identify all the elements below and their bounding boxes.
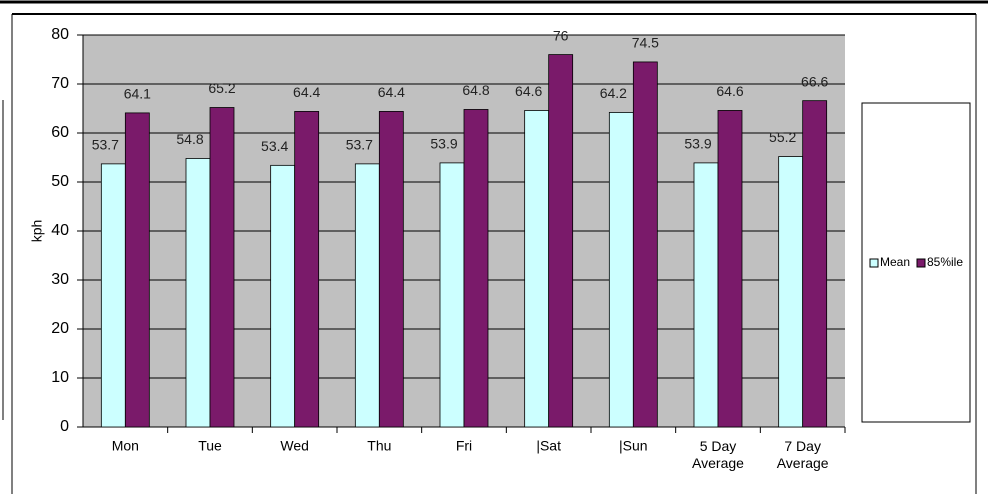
y-tick-label: 80 (51, 26, 69, 43)
y-tick-label: 20 (51, 320, 69, 337)
bar (378, 111, 404, 428)
x-tick-label: |Sun (619, 438, 648, 454)
bar (439, 162, 465, 428)
value-label: 64.2 (600, 85, 627, 101)
bar (124, 112, 150, 428)
y-tick-label: 70 (51, 75, 69, 92)
value-label: 64.6 (515, 83, 542, 99)
value-label: 53.9 (430, 136, 457, 152)
value-label: 55.2 (769, 129, 796, 145)
value-label: 64.6 (716, 83, 743, 99)
legend-swatch (869, 258, 879, 268)
legend-box (861, 102, 971, 423)
x-tick-label: |Sat (536, 438, 561, 454)
bar (632, 61, 658, 428)
value-label: 53.9 (684, 136, 711, 152)
x-tick-label: Tue (198, 438, 222, 454)
bar (185, 158, 211, 428)
bar (693, 162, 719, 428)
bar (209, 107, 235, 428)
y-tick-label: 40 (51, 222, 69, 239)
bar (100, 163, 126, 428)
x-tick-label: 7 Day Average (777, 438, 829, 471)
value-label: 76 (553, 27, 569, 43)
x-tick-label: Wed (280, 438, 309, 454)
y-tick-label: 50 (51, 173, 69, 190)
legend-label: 85%ile (927, 255, 963, 269)
bar (524, 110, 550, 428)
value-label: 64.1 (124, 86, 151, 102)
legend-label: Mean (880, 255, 910, 269)
value-label: 53.7 (92, 137, 119, 153)
value-label: 65.2 (208, 80, 235, 96)
bar (717, 110, 743, 428)
value-label: 64.8 (462, 82, 489, 98)
x-tick-label: 5 Day Average (692, 438, 744, 471)
y-tick-label: 60 (51, 124, 69, 141)
bar (294, 111, 320, 428)
y-tick-label: 10 (51, 369, 69, 386)
value-label: 66.6 (801, 73, 828, 89)
value-label: 64.4 (293, 84, 320, 100)
value-label: 54.8 (176, 131, 203, 147)
bar (270, 164, 296, 428)
bar (802, 100, 828, 428)
value-label: 53.4 (261, 138, 288, 154)
x-tick-label: Mon (112, 438, 139, 454)
bar (354, 163, 380, 428)
y-tick-label: 0 (60, 418, 69, 435)
y-axis-label: kph (29, 220, 45, 243)
value-label: 74.5 (632, 35, 659, 51)
bar (463, 109, 489, 428)
bar (778, 156, 804, 428)
x-tick-label: Thu (367, 438, 391, 454)
value-label: 53.7 (346, 137, 373, 153)
y-tick-label: 30 (51, 271, 69, 288)
value-label: 64.4 (378, 84, 405, 100)
legend-swatch (916, 258, 926, 268)
bar (548, 54, 574, 428)
x-tick-label: Fri (456, 438, 472, 454)
bar (608, 112, 634, 428)
